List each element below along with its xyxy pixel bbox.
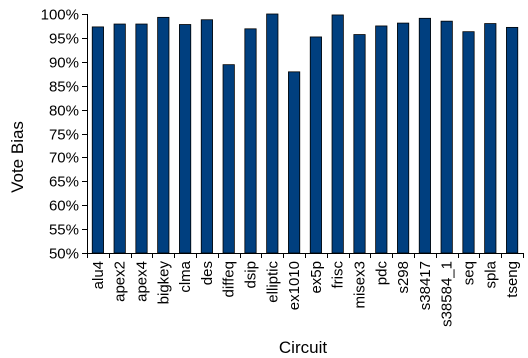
bar-des: [200, 19, 213, 254]
x-axis: alu4 apex2 apex4 bigkey clma des diffeq dsip ell…: [87, 253, 524, 327]
x-tick-label: alu4: [90, 261, 107, 289]
x-tick-label: misex3: [352, 261, 369, 309]
y-tick-label: 100%: [41, 7, 79, 24]
bar-spla: [484, 23, 497, 254]
bar-dsip: [244, 28, 257, 254]
bar-s298: [397, 22, 410, 254]
bar-apex2: [113, 23, 126, 254]
x-tick-label: bigkey: [155, 261, 172, 305]
y-tick-label: 70%: [49, 150, 79, 167]
x-tick-label: ex1010: [286, 261, 303, 310]
y-tick-label: 50%: [49, 246, 79, 263]
x-tick-label: ex5p: [308, 261, 325, 294]
bar-misex3: [353, 34, 366, 254]
y-axis: 50% 55% 60% 65% 70% 75% 80% 85% 90% 95% 100%: [41, 7, 88, 263]
x-tick-label: s298: [395, 261, 412, 294]
x-tick-label: spla: [482, 260, 499, 288]
bar-clma: [179, 24, 192, 254]
x-tick-label: pdc: [373, 261, 390, 286]
x-tick-label: s38417: [417, 261, 434, 310]
x-tick-label: s38584_1: [439, 261, 456, 327]
bar-diffeq: [222, 64, 235, 254]
y-tick-label: 80%: [49, 103, 79, 120]
bars-group: [91, 13, 519, 254]
y-tick-label: 90%: [49, 55, 79, 72]
y-tick-label: 55%: [49, 222, 79, 239]
bar-seq: [462, 31, 475, 254]
bar-elliptic: [266, 13, 279, 254]
y-tick-label: 95%: [49, 31, 79, 48]
x-tick-label: clma: [177, 260, 194, 292]
x-tick-label: elliptic: [264, 261, 281, 303]
y-tick-label: 85%: [49, 79, 79, 96]
bar-ex5p: [309, 36, 322, 254]
x-tick-label: frisc: [330, 261, 347, 289]
x-tick-label: seq: [461, 261, 478, 285]
x-axis-title: Circuit: [279, 338, 327, 357]
y-tick-label: 65%: [49, 174, 79, 191]
x-tick-label: apex4: [134, 261, 151, 302]
bar-ex1010: [288, 71, 301, 254]
y-axis-title: Vote Bias: [8, 121, 27, 193]
x-tick-label: apex2: [112, 261, 129, 302]
bar-alu4: [91, 26, 104, 254]
y-tick-label: 60%: [49, 198, 79, 215]
bar-apex4: [135, 23, 148, 254]
x-tick-label: des: [199, 261, 216, 285]
bar-tseng: [506, 26, 519, 254]
bar-bigkey: [157, 16, 170, 254]
x-tick-label: diffeq: [221, 261, 238, 297]
x-tick-label: tseng: [504, 261, 521, 298]
bar-s38417: [418, 17, 431, 254]
bar-frisc: [331, 14, 344, 254]
bar-s38584_1: [440, 20, 453, 254]
x-tick-label: dsip: [243, 261, 260, 289]
y-tick-label: 75%: [49, 127, 79, 144]
bar-pdc: [375, 25, 388, 254]
